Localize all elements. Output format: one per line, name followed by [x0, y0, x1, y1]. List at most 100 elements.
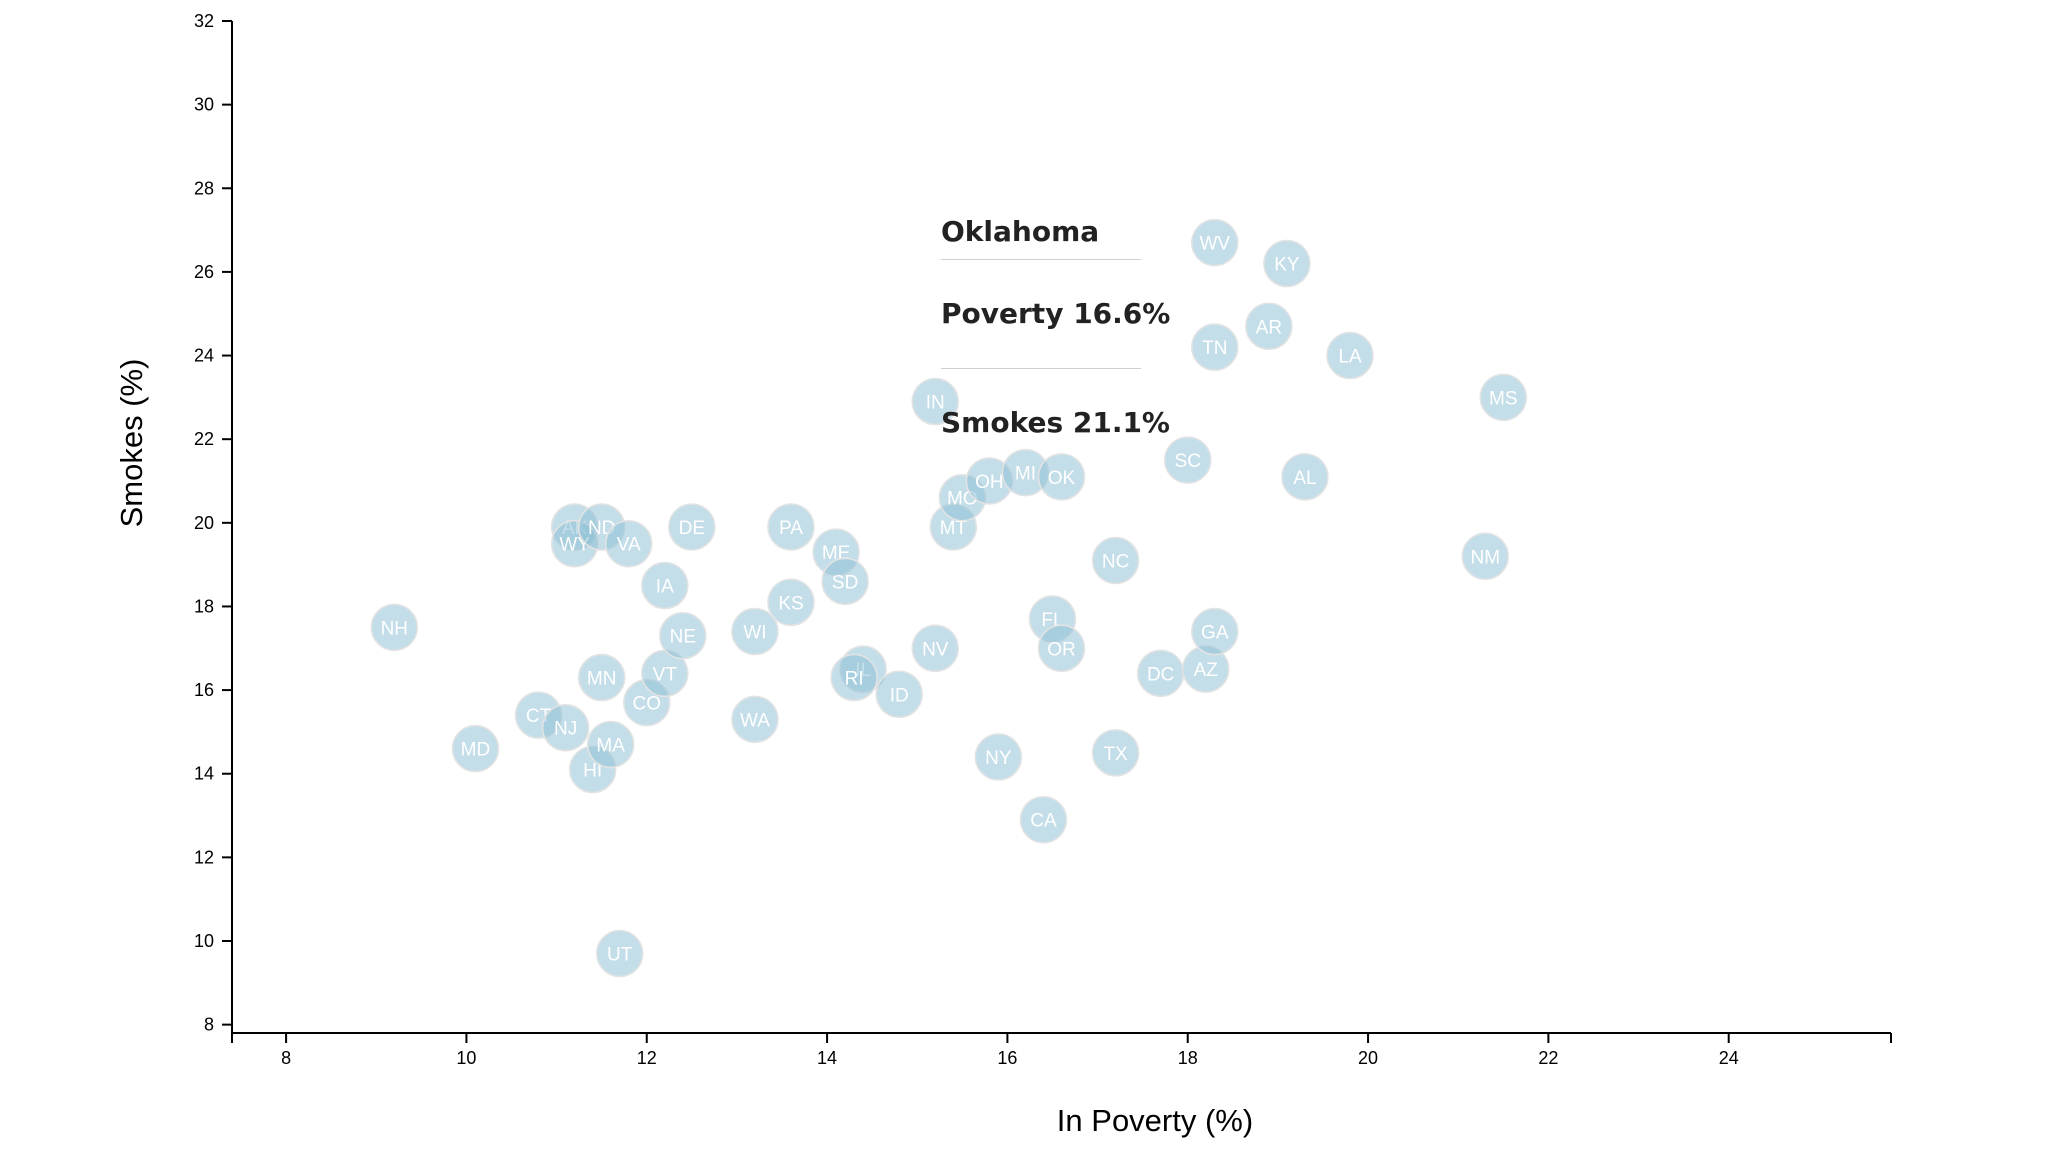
x-axis-title: In Poverty (%) [1057, 1103, 1253, 1138]
state-point-marker[interactable] [1037, 624, 1086, 673]
state-point[interactable]: TX [1091, 729, 1140, 777]
state-point-label: AR [1256, 317, 1282, 338]
state-point[interactable]: SD [821, 557, 869, 606]
state-point-marker[interactable] [911, 624, 960, 673]
state-point-label: NH [381, 618, 408, 639]
state-point-marker[interactable] [370, 603, 419, 652]
state-point[interactable]: NM [1461, 532, 1510, 581]
state-point-label: TX [1103, 744, 1128, 765]
state-point[interactable]: PA [767, 503, 815, 551]
state-point-label: NC [1102, 551, 1129, 572]
state-point-marker[interactable] [1245, 302, 1293, 351]
state-point[interactable]: WA [731, 695, 779, 744]
state-point-marker[interactable] [1263, 239, 1311, 288]
state-point[interactable]: KY [1263, 239, 1311, 288]
state-point-marker[interactable] [830, 653, 878, 702]
state-point-label: VT [653, 664, 678, 685]
state-point-marker[interactable] [1191, 323, 1239, 371]
state-point-marker[interactable] [875, 670, 923, 719]
state-point-marker[interactable] [641, 561, 689, 610]
state-point[interactable]: AZ [1182, 645, 1230, 693]
state-point[interactable]: IA [641, 561, 689, 610]
state-point-label: NV [922, 639, 949, 660]
y-tick-label: 32 [194, 11, 214, 31]
y-axis: 8 10 12 14 16 18 20 22 24 26 28 30 32 [194, 11, 233, 1035]
state-point[interactable]: UT [595, 929, 644, 978]
state-point[interactable]: NY [974, 733, 1023, 781]
state-point-marker[interactable] [731, 695, 779, 744]
y-tick-label: 26 [194, 262, 214, 282]
state-point-marker[interactable] [668, 503, 716, 551]
y-tick-label: 18 [194, 596, 214, 616]
state-point[interactable]: RI [830, 653, 878, 702]
state-point[interactable]: SC [1163, 436, 1212, 484]
state-point-marker[interactable] [1461, 532, 1510, 581]
state-point-label: MN [587, 669, 617, 690]
state-point-marker[interactable] [451, 724, 500, 773]
state-point-marker[interactable] [1479, 373, 1528, 422]
state-point-label: PA [779, 518, 803, 539]
state-point-marker[interactable] [974, 733, 1023, 781]
state-point[interactable]: WV [1191, 218, 1239, 267]
state-point[interactable]: MA [586, 720, 635, 769]
state-point-label: GA [1201, 623, 1229, 644]
state-point-marker[interactable] [1037, 453, 1086, 501]
state-point[interactable]: NV [911, 624, 960, 673]
state-point-marker[interactable] [604, 519, 653, 568]
state-point[interactable]: OK [1037, 453, 1086, 501]
state-point-marker[interactable] [1281, 453, 1329, 501]
x-tick-label: 18 [1178, 1048, 1198, 1068]
state-point-label: IA [656, 577, 674, 598]
state-point-marker[interactable] [1163, 436, 1212, 484]
state-point[interactable]: MN [577, 653, 626, 702]
state-point[interactable]: VA [604, 519, 653, 568]
state-point-marker[interactable] [577, 653, 626, 702]
state-point-marker[interactable] [541, 703, 590, 752]
state-point[interactable]: NH [370, 603, 419, 652]
state-point[interactable]: GA [1191, 607, 1239, 656]
state-point[interactable]: LA [1326, 331, 1374, 380]
state-point[interactable]: IN [911, 377, 960, 426]
state-point[interactable]: WI [731, 607, 779, 656]
state-point[interactable]: NE [659, 611, 707, 660]
state-point[interactable]: TN [1191, 323, 1239, 371]
state-point[interactable]: MD [451, 724, 500, 773]
state-point-marker[interactable] [767, 503, 815, 551]
state-point[interactable]: DC [1136, 649, 1185, 698]
state-point[interactable]: AL [1281, 453, 1329, 501]
y-tick-label: 8 [204, 1015, 214, 1035]
state-point[interactable]: AR [1245, 302, 1293, 351]
state-point-marker[interactable] [821, 557, 869, 606]
state-point-marker[interactable] [911, 377, 960, 426]
state-point[interactable]: DE [668, 503, 716, 551]
state-point[interactable]: NJ [541, 703, 590, 752]
state-point[interactable]: KS [767, 578, 815, 627]
state-point-label: OH [975, 472, 1004, 493]
tooltip-title: Oklahoma [941, 215, 1100, 248]
state-point-marker[interactable] [1019, 795, 1068, 844]
x-tick-label: 20 [1358, 1048, 1378, 1068]
state-point-label: DE [679, 518, 705, 539]
state-point-marker[interactable] [1326, 331, 1374, 380]
state-point-label: NE [670, 627, 696, 648]
state-point[interactable]: OR [1037, 624, 1086, 673]
state-point-marker[interactable] [659, 611, 707, 660]
state-point-label: OR [1047, 639, 1076, 660]
state-point[interactable]: NC [1091, 536, 1140, 585]
state-point-marker[interactable] [1091, 536, 1140, 585]
state-point-label: NM [1470, 547, 1500, 568]
data-points: NHMDCTNJAKWYNDMNHIMAUTVACOIAVTNEDEWIWAPA… [370, 218, 1528, 978]
state-point-label: OK [1048, 468, 1076, 489]
state-point-marker[interactable] [586, 720, 635, 769]
state-point-marker[interactable] [595, 929, 644, 978]
state-point[interactable]: VT [641, 649, 689, 698]
state-point-marker[interactable] [1191, 607, 1239, 656]
state-point[interactable]: MS [1479, 373, 1528, 422]
tooltip-smokes: Smokes 21.1% [941, 406, 1170, 439]
state-point[interactable]: CA [1019, 795, 1068, 844]
state-point-marker[interactable] [731, 607, 779, 656]
state-point[interactable]: ID [875, 670, 923, 719]
state-point-marker[interactable] [1191, 218, 1239, 267]
state-point-marker[interactable] [767, 578, 815, 627]
state-point-marker[interactable] [1091, 729, 1140, 777]
